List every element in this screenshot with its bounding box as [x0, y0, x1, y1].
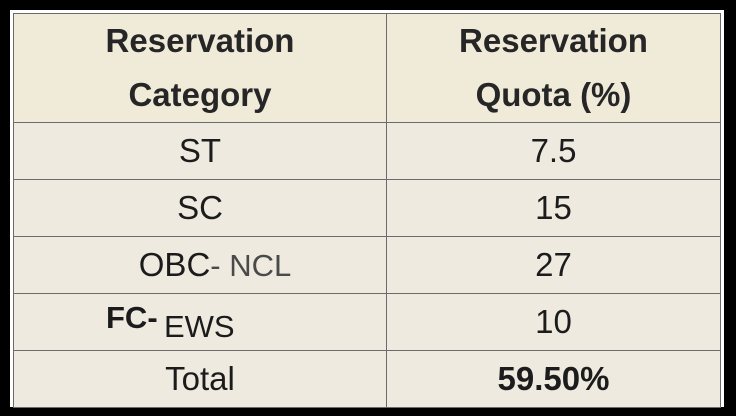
quota-cell-fc: 10 [386, 293, 721, 351]
table-container: Reservation Category Reservation Quota (… [10, 10, 724, 408]
total-label: Total [13, 350, 387, 408]
quota-cell-sc: 15 [386, 179, 721, 237]
category-cell-obc: OBC- NCL [13, 236, 387, 294]
reservation-table: Reservation Category Reservation Quota (… [13, 13, 721, 408]
total-value: 59.50% [386, 350, 721, 408]
header-category-line2: Category [128, 76, 272, 113]
fc-rest-text: EWS [164, 309, 235, 344]
category-cell-st: ST [13, 122, 387, 180]
quota-cell-obc: 27 [386, 236, 721, 294]
table-row: FC- EWS 10 [13, 293, 721, 351]
header-quota-line2: Quota (%) [475, 76, 632, 113]
header-category-line1: Reservation [105, 22, 295, 59]
table-row: ST 7.5 [13, 122, 721, 180]
category-cell-fc: FC- EWS [13, 293, 387, 351]
total-row: Total 59.50% [13, 350, 721, 408]
quota-cell-st: 7.5 [386, 122, 721, 180]
obc-main-text: OBC [138, 246, 211, 283]
table-row: OBC- NCL 27 [13, 236, 721, 294]
category-cell-sc: SC [13, 179, 387, 237]
obc-label: OBC- NCL [139, 246, 291, 284]
table-row: SC 15 [13, 179, 721, 237]
obc-sub-text: - NCL [210, 248, 292, 283]
header-quota-line1: Reservation [459, 22, 648, 59]
header-category: Reservation Category [13, 13, 387, 123]
header-row: Reservation Category Reservation Quota (… [13, 13, 721, 123]
fc-prefix-text: FC- [106, 300, 158, 335]
header-quota: Reservation Quota (%) [386, 13, 721, 123]
